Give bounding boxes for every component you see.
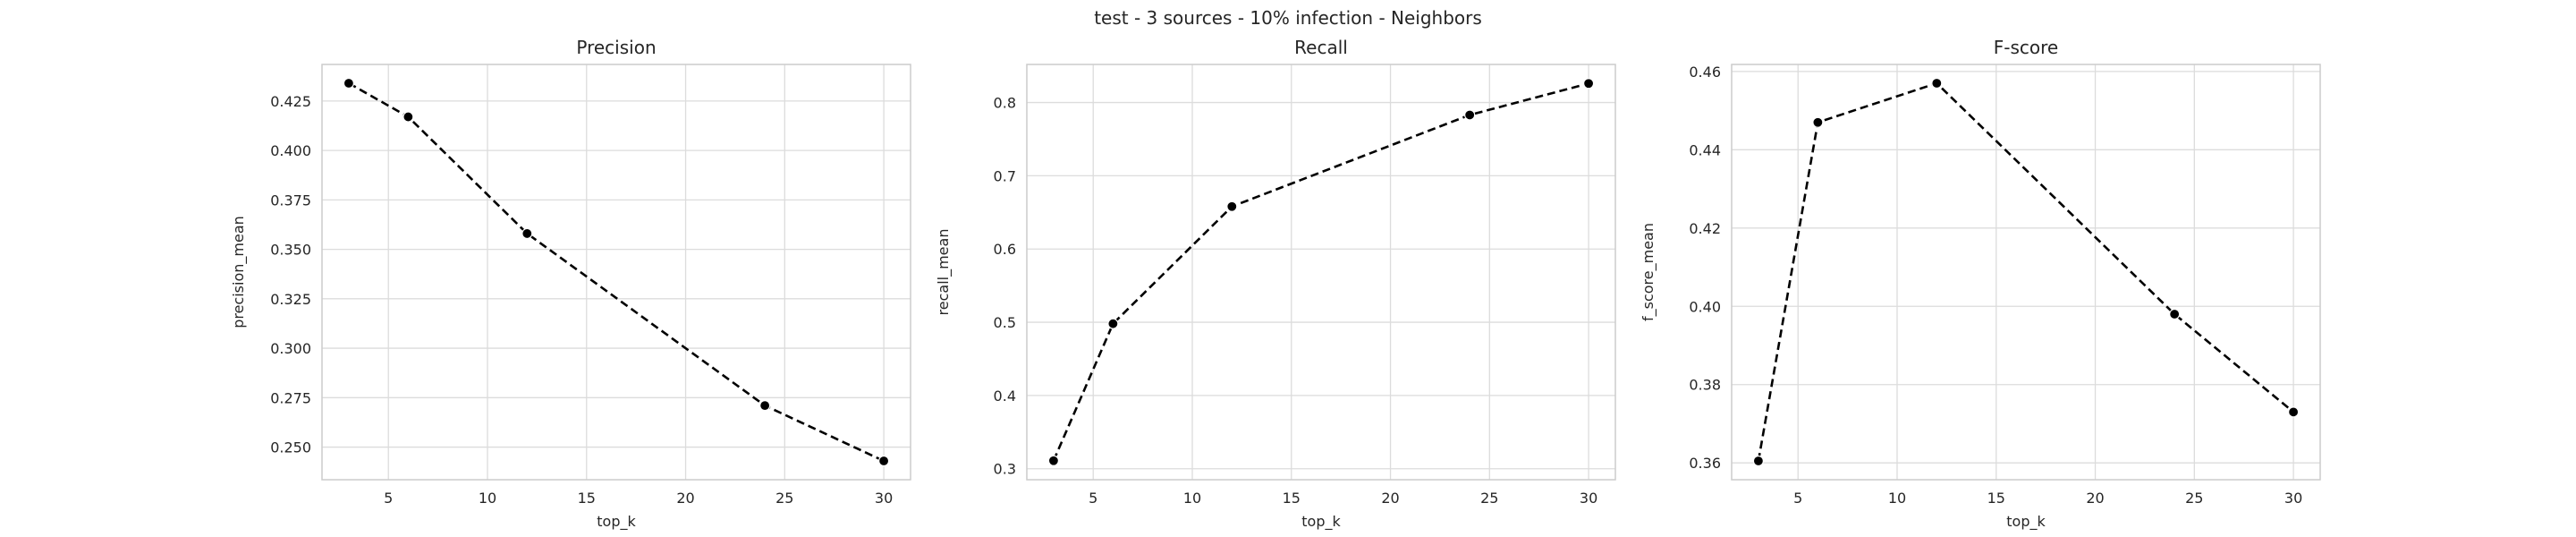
y-tick-label: 0.6 — [994, 241, 1016, 258]
x-tick-label: 5 — [1089, 490, 1097, 507]
y-tick-label: 0.46 — [1689, 64, 1721, 81]
x-axis-label: top_k — [1301, 513, 1341, 531]
x-tick-label: 30 — [2284, 490, 2302, 507]
y-tick-label: 0.42 — [1689, 220, 1721, 237]
y-tick-label: 0.36 — [1689, 455, 1721, 472]
x-tick-label: 25 — [775, 490, 793, 507]
data-point — [1812, 116, 1824, 128]
y-tick-label: 0.400 — [270, 142, 311, 159]
y-axis-label: recall_mean — [935, 229, 953, 316]
y-tick-label: 0.38 — [1689, 377, 1721, 394]
y-tick-label: 0.7 — [994, 167, 1016, 184]
y-tick-label: 0.44 — [1689, 141, 1721, 158]
data-point — [1931, 77, 1943, 90]
data-point — [1752, 455, 1765, 467]
y-tick-label: 0.275 — [270, 389, 311, 406]
x-tick-label: 30 — [875, 490, 893, 507]
data-point — [1464, 109, 1476, 121]
data-point — [521, 227, 533, 240]
x-tick-label: 20 — [2086, 490, 2104, 507]
x-tick-label: 30 — [1580, 490, 1597, 507]
y-tick-label: 0.425 — [270, 93, 311, 110]
x-tick-label: 15 — [1987, 490, 2005, 507]
axes-frame — [321, 64, 911, 481]
x-tick-label: 20 — [1381, 490, 1399, 507]
x-tick-label: 10 — [1183, 490, 1201, 507]
x-tick-label: 10 — [1888, 490, 1906, 507]
data-point — [1047, 455, 1060, 466]
x-tick-label: 10 — [479, 490, 496, 507]
chart-title: F-score — [1994, 37, 2058, 58]
y-tick-label: 0.40 — [1689, 298, 1721, 315]
y-tick-label: 0.4 — [994, 388, 1016, 405]
y-axis-label: precision_mean — [230, 216, 248, 328]
data-point — [2169, 308, 2181, 320]
y-tick-label: 0.3 — [994, 461, 1016, 478]
x-tick-label: 15 — [1283, 490, 1301, 507]
data-point — [759, 400, 771, 412]
y-tick-label: 0.5 — [994, 314, 1016, 331]
x-tick-label: 20 — [676, 490, 694, 507]
y-tick-label: 0.350 — [270, 242, 311, 259]
x-axis-label: top_k — [597, 513, 636, 531]
y-tick-label: 0.300 — [270, 340, 311, 357]
chart-title: Precision — [576, 37, 656, 58]
x-tick-label: 25 — [1480, 490, 1498, 507]
data-point — [1226, 200, 1238, 212]
data-point — [877, 455, 890, 467]
x-tick-label: 5 — [384, 490, 393, 507]
series-line — [348, 81, 885, 463]
figure-suptitle: test - 3 sources - 10% infection - Neigh… — [1094, 7, 1482, 29]
x-axis-label: top_k — [2006, 513, 2046, 531]
axes-frame — [1731, 64, 2321, 481]
data-point — [1107, 318, 1119, 329]
y-tick-label: 0.8 — [994, 95, 1016, 112]
x-tick-label: 5 — [1793, 490, 1802, 507]
y-tick-label: 0.325 — [270, 291, 311, 308]
y-tick-label: 0.375 — [270, 192, 311, 209]
series-line — [1757, 81, 2294, 462]
data-point — [2287, 406, 2300, 418]
data-point — [402, 111, 414, 123]
x-tick-label: 25 — [2185, 490, 2203, 507]
axes-frame — [1026, 64, 1616, 481]
x-tick-label: 15 — [578, 490, 596, 507]
data-point — [343, 77, 355, 90]
y-tick-label: 0.250 — [270, 439, 311, 456]
data-point — [1582, 78, 1595, 90]
chart-title: Recall — [1294, 37, 1348, 58]
y-axis-label: f_score_mean — [1640, 223, 1657, 321]
